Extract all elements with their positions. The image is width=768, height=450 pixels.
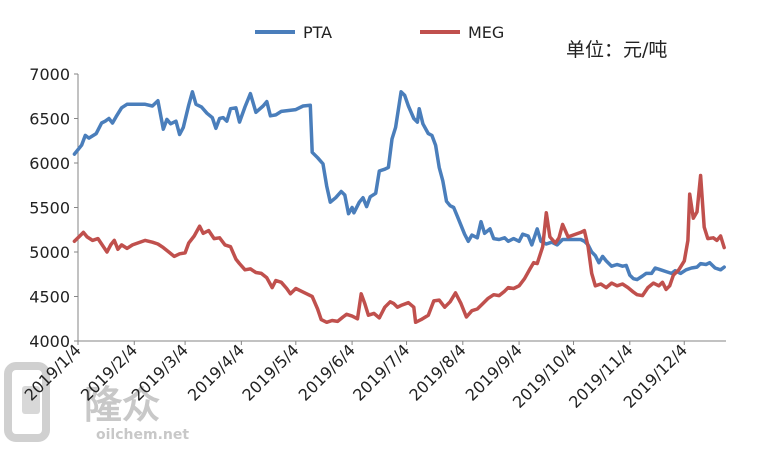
series-line-meg: [72, 173, 726, 325]
y-tick-label: 4500: [29, 288, 70, 307]
watermark-logo-shape: [4, 362, 50, 442]
watermark-brand: 隆众: [84, 383, 160, 427]
x-tick-label: 2019/4/4: [184, 340, 248, 404]
y-tick-label: 5500: [29, 199, 70, 218]
x-tick-label: 2019/6/4: [295, 340, 359, 404]
y-axis-tick-labels: 7000 6500 6000 5500 5000 4500 4000: [29, 65, 70, 351]
y-tick-label: 5000: [29, 243, 70, 262]
legend-label-pta: PTA: [303, 23, 332, 42]
y-tick-label: 4000: [29, 332, 70, 351]
series-layer: [72, 90, 726, 325]
y-tick-label: 6500: [29, 110, 70, 129]
x-tick-label: 2019/5/4: [238, 340, 302, 404]
oilchem-watermark-logo: 隆众 oilchem.net: [4, 362, 189, 443]
watermark-logo-inner: [22, 386, 40, 414]
unit-label: 单位：元/吨: [566, 39, 667, 61]
series-line-pta: [72, 90, 726, 282]
legend-label-meg: MEG: [468, 23, 504, 42]
x-tick-label: 2019/8/4: [405, 340, 469, 404]
y-tick-label: 6000: [29, 154, 70, 173]
legend: PTA MEG: [255, 23, 504, 42]
chart-axes: [74, 73, 726, 345]
x-tick-label: 2019/7/4: [349, 340, 413, 404]
y-tick-label: 7000: [29, 65, 70, 84]
watermark-site: oilchem.net: [96, 427, 189, 443]
